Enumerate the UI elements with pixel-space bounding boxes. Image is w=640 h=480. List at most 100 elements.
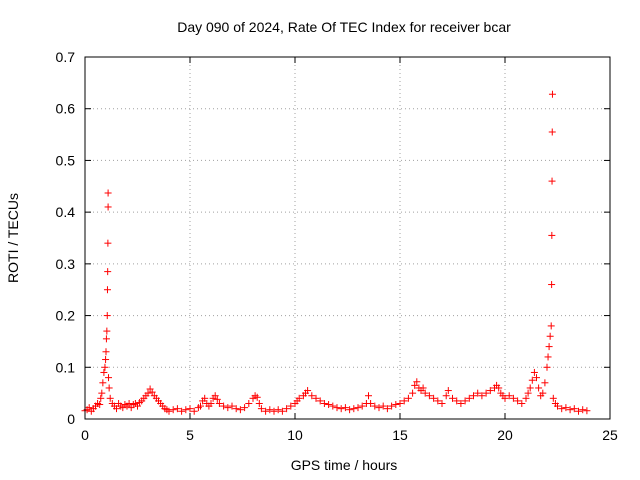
data-point [211,392,219,400]
data-point [220,402,228,410]
data-point [354,404,362,412]
x-tick-label: 25 [602,427,618,443]
data-point [329,402,337,410]
data-point [257,405,265,413]
data-point [232,405,240,413]
data-point [125,399,133,407]
data-point [548,128,556,136]
y-axis-label: ROTI / TECUs [5,193,21,283]
data-point [548,90,556,98]
data-point [241,404,249,412]
data-point [400,397,408,405]
y-tick-label: 0.4 [56,204,76,220]
data-point [102,335,110,343]
data-point [144,389,152,397]
data-point [533,374,540,382]
data-point [518,399,526,407]
data-point [98,389,106,397]
data-point [278,407,286,415]
data-point [253,393,261,401]
data-point [544,353,552,361]
data-point [392,401,400,409]
data-point [524,389,532,397]
y-tick-label: 0.7 [56,49,76,65]
data-point [421,389,429,397]
data-point [266,406,274,414]
data-point [535,384,543,392]
data-point [148,388,156,396]
data-point [425,392,433,400]
y-tick-label: 0.6 [56,101,76,117]
data-point [375,404,383,412]
data-point [526,384,534,392]
data-point [201,394,209,402]
data-point [165,407,173,415]
data-point [566,406,574,414]
data-point [350,405,358,413]
y-tick-label: 0.5 [56,152,76,168]
data-point [579,406,587,414]
data-point [103,327,111,335]
data-point [97,394,105,402]
data-point [104,239,112,247]
data-point [461,397,469,405]
data-point [388,402,396,410]
data-point [320,399,328,407]
data-point [102,348,110,356]
data-point [444,387,452,395]
data-point [465,394,473,402]
data-point [295,394,303,402]
data-point [558,405,566,413]
data-point [186,405,194,413]
data-point [316,397,324,405]
data-point [449,394,456,402]
data-point [383,405,391,413]
y-tick-label: 0.1 [56,359,76,375]
data-point [495,384,503,392]
plot-frame [84,56,611,420]
data-point [442,392,450,400]
data-point [419,384,427,392]
data-point [228,402,236,410]
data-point [539,389,547,397]
data-point [245,399,253,407]
data-point [173,405,181,413]
data-point [457,399,465,407]
data-point [134,402,141,410]
data-point [213,395,221,403]
data-point [478,392,486,400]
data-point [104,203,112,211]
data-point [583,407,591,415]
data-point [562,404,570,412]
data-point [255,399,263,407]
data-point [548,281,556,289]
data-point [548,177,556,185]
data-point [304,387,312,395]
data-point [541,379,549,387]
data-point [570,405,578,413]
data-point [396,399,404,407]
data-point [274,406,282,414]
data-point [207,399,215,407]
data-point [169,406,177,414]
data-point [482,389,490,397]
axis-ticks: 0 5 10 15 20 25 0 0.1 0.2 0.3 0.4 0.5 0.6 0.7 [56,49,618,443]
data-point [270,407,278,415]
data-point [365,392,372,400]
data-point [224,404,232,412]
chart-title: Day 090 of 2024, Rate Of TEC Index for r… [177,19,511,35]
data-point [341,404,349,412]
data-point [409,389,417,397]
data-point [337,405,345,413]
data-point [543,363,551,371]
data-point [333,404,341,412]
data-point [312,394,320,402]
data-point [379,402,387,410]
data-point [262,407,270,415]
data-point [96,401,104,409]
data-point [528,376,536,384]
y-tick-label: 0.3 [56,256,76,272]
y-tick-label: 0 [67,411,75,427]
data-point [358,402,366,410]
